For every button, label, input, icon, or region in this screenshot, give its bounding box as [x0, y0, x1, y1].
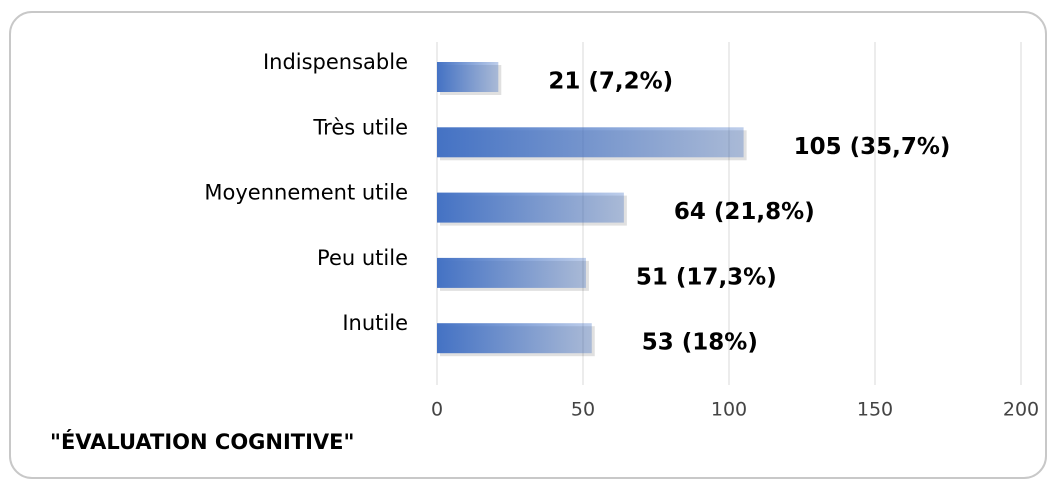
- y-tick-label: Très utile: [312, 115, 408, 139]
- chart-title: "ÉVALUATION COGNITIVE": [50, 429, 354, 454]
- y-tick-label: Indispensable: [263, 50, 408, 74]
- bar: [437, 192, 624, 223]
- data-label: 64 (21,8%): [674, 199, 815, 225]
- data-label: 21 (7,2%): [548, 69, 673, 95]
- x-tick-label: 0: [431, 399, 443, 421]
- data-label: 105 (35,7%): [794, 134, 951, 160]
- y-tick-label: Peu utile: [317, 246, 408, 270]
- x-tick-label: 50: [571, 399, 595, 421]
- data-label: 53 (18%): [642, 330, 758, 356]
- chart-frame: [9, 11, 1047, 479]
- bar: [437, 62, 499, 92]
- data-label: 51 (17,3%): [636, 264, 777, 290]
- y-tick-label: Inutile: [342, 311, 408, 335]
- x-tick-label: 100: [711, 399, 747, 421]
- bar: [437, 323, 592, 354]
- bar: [437, 257, 586, 288]
- x-tick-label: 200: [1003, 399, 1039, 421]
- x-tick-label: 150: [857, 399, 893, 421]
- bar: [437, 127, 744, 158]
- y-tick-label: Moyennement utile: [204, 181, 408, 205]
